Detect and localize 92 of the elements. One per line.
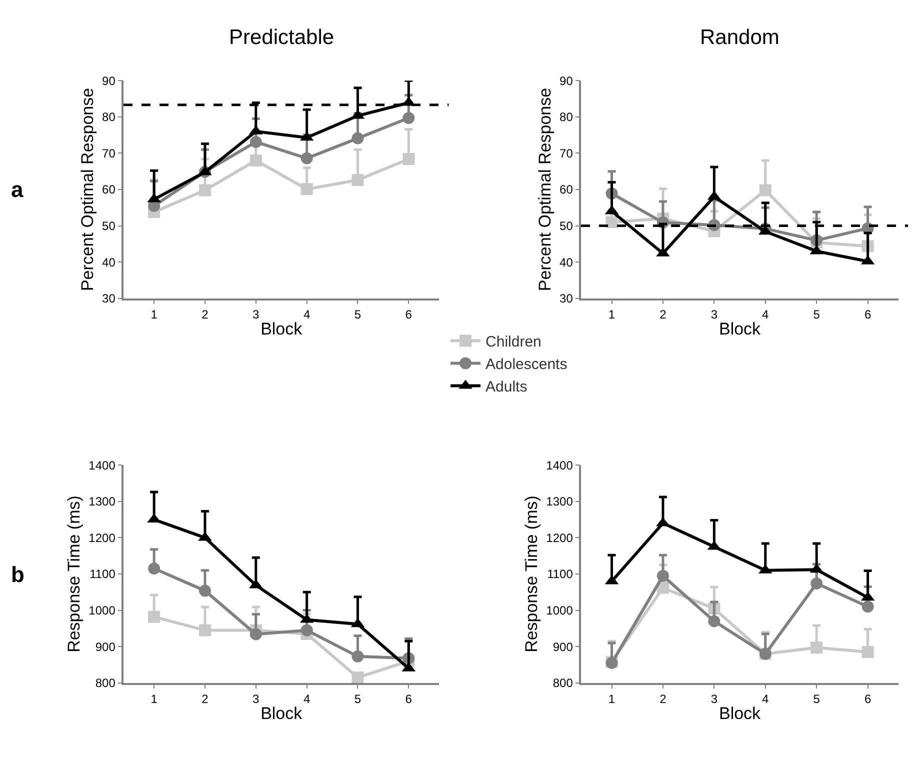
point (606, 216, 618, 228)
x-tick-label: 2 (202, 692, 209, 706)
x-tick-label: 6 (864, 692, 872, 706)
x-tick-label: 1 (608, 692, 616, 706)
y-tick-label: 1100 (90, 567, 116, 582)
y-tick-label: 1400 (88, 458, 116, 472)
point (148, 562, 160, 575)
text: a (11, 177, 24, 202)
y-tick-label: 800 (552, 676, 574, 690)
y-tick-label: 1400 (546, 458, 574, 472)
point (810, 642, 823, 654)
y-tick-label: 40 (102, 255, 116, 270)
x-axis-title: Block (260, 319, 303, 338)
y-tick-label: 1000 (88, 604, 116, 618)
legend-label: Children (486, 334, 542, 351)
y-tick-label: 900 (552, 640, 574, 654)
x-tick-label: 4 (762, 692, 770, 706)
y-tick-label: 40 (560, 255, 574, 270)
point (708, 615, 720, 628)
y-tick-label: 70 (560, 146, 574, 160)
legend-label: Adults (486, 378, 528, 396)
x-tick-label: 4 (762, 308, 770, 322)
point (300, 152, 313, 164)
chart-title: Random (700, 26, 780, 49)
legend-label: Adolescents (486, 356, 568, 374)
x-axis-title: Block (718, 319, 762, 338)
y-tick-label: 900 (95, 640, 116, 654)
point (250, 154, 262, 166)
point (250, 628, 262, 640)
y-axis-title: Response Time (ms) (522, 496, 542, 652)
y-tick-label: 60 (102, 182, 116, 197)
y-tick-label: 800 (95, 676, 116, 690)
y-tick-label: 50 (102, 218, 116, 233)
x-axis-title: Block (718, 704, 762, 723)
x-tick-label: 6 (405, 308, 412, 322)
y-axis-title: Percent Optimal Response (78, 88, 98, 292)
x-tick-label: 5 (354, 692, 362, 706)
x-tick-label: 1 (608, 308, 616, 322)
point (198, 624, 211, 636)
x-tick-label: 1 (150, 692, 158, 706)
point (352, 132, 364, 144)
point (300, 624, 313, 636)
x-tick-label: 1 (150, 308, 158, 322)
y-tick-label: 90 (102, 74, 116, 88)
x-tick-label: 4 (303, 308, 310, 322)
x-tick-label: 6 (405, 692, 412, 706)
y-tick-label: 1300 (88, 494, 116, 509)
point (862, 646, 874, 658)
y-tick-label: 1000 (546, 604, 574, 618)
x-tick-label: 4 (303, 692, 310, 706)
point (352, 650, 364, 662)
x-tick-label: 3 (252, 692, 260, 706)
y-tick-label: 70 (102, 146, 116, 160)
point (300, 183, 313, 196)
y-tick-label: 30 (560, 292, 574, 306)
x-tick-label: 2 (660, 308, 667, 322)
y-tick-label: 60 (560, 182, 574, 197)
point (402, 112, 415, 124)
point (148, 610, 160, 623)
x-tick-label: 6 (864, 308, 872, 322)
point (759, 184, 772, 196)
point (862, 600, 874, 613)
x-axis-title: Block (260, 704, 303, 723)
text: b (11, 562, 24, 587)
y-tick-label: 1200 (88, 530, 116, 545)
y-tick-label: 30 (102, 292, 116, 306)
point (250, 136, 262, 148)
x-tick-label: 2 (202, 308, 209, 322)
y-axis-title: Percent Optimal Response (536, 88, 555, 292)
y-tick-label: 1100 (547, 567, 574, 582)
point (198, 184, 211, 196)
y-tick-label: 1200 (546, 530, 574, 545)
x-tick-label: 3 (252, 308, 260, 322)
point (352, 671, 364, 684)
point (402, 153, 415, 165)
y-tick-label: 1300 (546, 494, 574, 509)
x-tick-label: 5 (813, 308, 820, 322)
y-tick-label: 80 (102, 110, 116, 124)
point (352, 174, 364, 186)
x-tick-label: 3 (710, 308, 718, 322)
y-tick-label: 90 (560, 74, 574, 88)
x-tick-label: 5 (813, 692, 820, 706)
y-tick-label: 50 (560, 218, 574, 233)
point (656, 570, 669, 582)
y-axis-title: Response Time (ms) (64, 496, 84, 652)
x-tick-label: 5 (354, 308, 362, 322)
x-tick-label: 2 (660, 692, 667, 706)
chart-title: Predictable (229, 26, 334, 49)
y-tick-label: 80 (560, 110, 574, 124)
point (810, 577, 823, 590)
point (198, 584, 211, 597)
x-tick-label: 3 (710, 692, 718, 706)
